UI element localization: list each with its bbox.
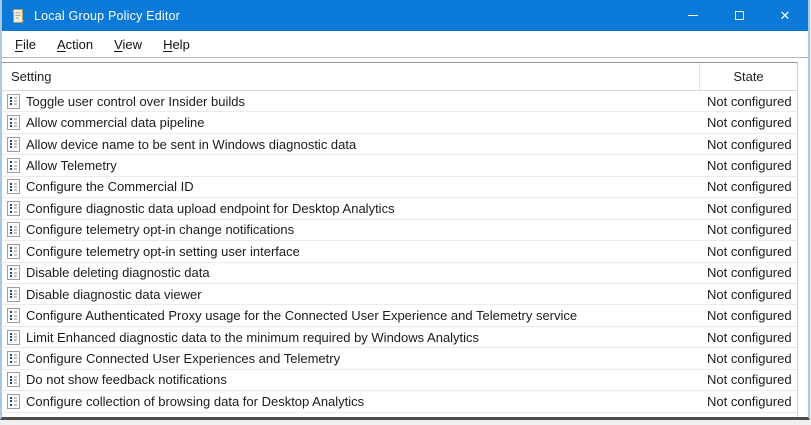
maximize-button[interactable]: [716, 0, 762, 31]
setting-name: Configure diagnostic data upload endpoin…: [26, 200, 395, 216]
setting-state: Not configured: [707, 350, 792, 366]
table-row[interactable]: Configure telemetry opt-in change notifi…: [2, 220, 797, 242]
table-row[interactable]: Allow commercial data pipeline Not confi…: [2, 112, 797, 134]
setting-name: Configure the Commercial ID: [26, 179, 194, 195]
setting-state: Not configured: [707, 93, 792, 109]
setting-name: Allow Telemetry: [26, 158, 117, 174]
close-button[interactable]: ✕: [762, 0, 808, 31]
table-row[interactable]: Do not show feedback notifications Not c…: [2, 370, 797, 392]
policy-setting-icon: [7, 393, 20, 409]
policy-setting-icon: [7, 200, 20, 216]
table-row[interactable]: Toggle user control over Insider builds …: [2, 91, 797, 113]
setting-name: Configure Authenticated Proxy usage for …: [26, 308, 578, 324]
setting-name: Configure telemetry opt-in setting user …: [26, 243, 300, 259]
setting-state: Not configured: [707, 222, 792, 238]
policy-settings-list: Setting State Toggle user control over I…: [2, 62, 798, 417]
setting-name: Do not show feedback notifications: [26, 372, 227, 388]
menu-item-help[interactable]: Help: [163, 36, 190, 52]
setting-name: Configure Connected User Experiences and…: [26, 350, 341, 366]
menu-item-action[interactable]: Action: [56, 36, 94, 52]
column-header-setting[interactable]: Setting: [11, 69, 52, 84]
menu-item-view[interactable]: View: [114, 36, 143, 52]
table-row[interactable]: Allow device name to be sent in Windows …: [2, 134, 797, 156]
table-row[interactable]: Configure diagnostic data upload endpoin…: [2, 198, 797, 220]
policy-setting-icon: [7, 329, 20, 345]
minimize-icon: [688, 15, 698, 16]
title-bar[interactable]: Local Group Policy Editor ✕: [2, 0, 808, 31]
setting-name: Configure collection of browsing data fo…: [26, 393, 365, 409]
setting-name: Allow commercial data pipeline: [26, 115, 205, 131]
setting-state: Not configured: [707, 136, 792, 152]
table-row[interactable]: Limit Enhanced diagnostic data to the mi…: [2, 327, 797, 349]
setting-state: Not configured: [707, 179, 792, 195]
policy-setting-icon: [7, 350, 20, 366]
list-header: Setting State: [2, 63, 797, 91]
rows-container: Toggle user control over Insider builds …: [2, 91, 797, 417]
table-row[interactable]: Disable diagnostic data viewer Not confi…: [2, 284, 797, 306]
column-header-state[interactable]: State: [733, 69, 764, 84]
setting-state: Not configured: [707, 158, 792, 174]
setting-state: Not configured: [707, 286, 792, 302]
setting-name: Configure telemetry opt-in change notifi…: [26, 222, 295, 238]
setting-state: Not configured: [707, 115, 792, 131]
policy-setting-icon: [7, 136, 20, 152]
minimize-button[interactable]: [670, 0, 716, 31]
setting-name: Toggle user control over Insider builds: [26, 93, 245, 109]
setting-name: Allow device name to be sent in Windows …: [26, 136, 357, 152]
maximize-icon: [734, 11, 744, 20]
setting-state: Not configured: [707, 329, 792, 345]
table-row[interactable]: Allow Telemetry Not configured: [2, 155, 797, 177]
close-icon: ✕: [779, 8, 791, 23]
policy-setting-icon: [7, 222, 20, 238]
policy-setting-icon: [7, 265, 20, 281]
setting-state: Not configured: [707, 308, 792, 324]
table-row[interactable]: Configure collection of browsing data fo…: [2, 391, 797, 413]
setting-state: Not configured: [707, 200, 792, 216]
column-resize-handle[interactable]: [699, 63, 700, 90]
table-row[interactable]: Configure the Commercial ID Not configur…: [2, 177, 797, 199]
policy-setting-icon: [7, 115, 20, 131]
policy-setting-icon: [7, 158, 20, 174]
policy-setting-icon: [7, 286, 20, 302]
policy-setting-icon: [7, 243, 20, 259]
window-title: Local Group Policy Editor: [34, 8, 181, 23]
menu-item-file[interactable]: File: [15, 36, 36, 52]
setting-name: Disable deleting diagnostic data: [26, 265, 210, 281]
menu-bar: File Action View Help: [2, 31, 808, 58]
policy-setting-icon: [7, 372, 20, 388]
table-row[interactable]: Disable deleting diagnostic data Not con…: [2, 263, 797, 284]
policy-setting-icon: [7, 308, 20, 324]
table-row[interactable]: Configure Authenticated Proxy usage for …: [2, 305, 797, 327]
policy-setting-icon: [7, 93, 20, 109]
setting-name: Disable diagnostic data viewer: [26, 286, 202, 302]
group-policy-scroll-icon: [12, 8, 24, 23]
table-row[interactable]: Configure Connected User Experiences and…: [2, 348, 797, 370]
policy-setting-icon: [7, 179, 20, 195]
setting-state: Not configured: [707, 372, 792, 388]
menu-gap: [2, 58, 808, 62]
caption-buttons: ✕: [670, 0, 808, 31]
setting-state: Not configured: [707, 243, 792, 259]
setting-state: Not configured: [707, 393, 792, 409]
table-row[interactable]: Configure telemetry opt-in setting user …: [2, 241, 797, 263]
setting-name: Limit Enhanced diagnostic data to the mi…: [26, 329, 480, 345]
setting-state: Not configured: [707, 265, 792, 281]
